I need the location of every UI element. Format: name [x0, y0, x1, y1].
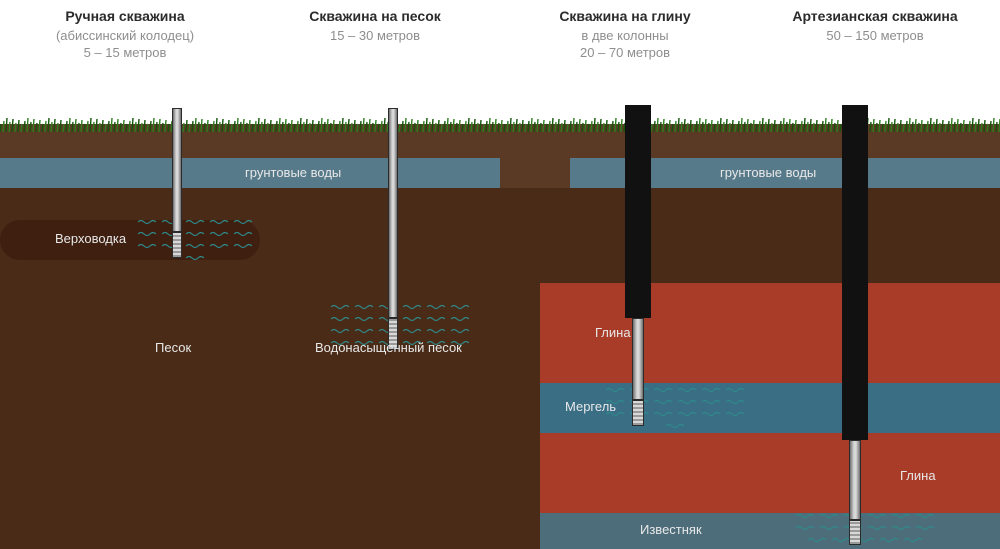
header-row: Ручная скважина (абиссинский колодец) 5 … — [0, 0, 1000, 110]
col-2-depth: 15 – 30 метров — [250, 28, 500, 43]
layer-label-1: грунтовые воды — [720, 165, 816, 180]
water-waves-2 — [605, 388, 745, 428]
well-clay-filter — [632, 400, 644, 426]
well-artesian-outer-casing — [842, 105, 868, 440]
col-4-depth: 50 – 150 метров — [750, 28, 1000, 43]
well-artesian-filter — [849, 520, 861, 545]
layer-label-6: Мергель — [565, 399, 616, 414]
col-1-depth: 5 – 15 метров — [0, 45, 250, 60]
well-sand-pipe — [388, 108, 398, 318]
layer-label-7: Глина — [900, 468, 936, 483]
col-2: Скважина на песок 15 – 30 метров — [250, 0, 500, 110]
layer-label-5: Глина — [595, 325, 631, 340]
well-clay-outer-casing — [625, 105, 651, 318]
well-artesian-pipe — [849, 440, 861, 520]
col-3-sub: в две колонны — [500, 28, 750, 43]
layer-label-3: Песок — [155, 340, 191, 355]
stratum-soil_gap — [500, 158, 570, 188]
water-waves-0 — [135, 220, 255, 260]
water-waves-3 — [790, 511, 940, 545]
layer-label-0: грунтовые воды — [245, 165, 341, 180]
col-3-title: Скважина на глину — [500, 8, 750, 24]
layer-label-2: Верховодка — [55, 231, 126, 246]
layer-label-4: Водонасыщенный песок — [315, 340, 462, 355]
col-4-title: Артезианская скважина — [750, 8, 1000, 24]
col-1: Ручная скважина (абиссинский колодец) 5 … — [0, 0, 250, 110]
col-3: Скважина на глину в две колонны 20 – 70 … — [500, 0, 750, 110]
well-types-diagram: Ручная скважина (абиссинский колодец) 5 … — [0, 0, 1000, 549]
layer-label-8: Известняк — [640, 522, 702, 537]
col-2-title: Скважина на песок — [250, 8, 500, 24]
col-4: Артезианская скважина 50 – 150 метров — [750, 0, 1000, 110]
well-manual-pipe — [172, 108, 182, 232]
col-3-depth: 20 – 70 метров — [500, 45, 750, 60]
col-1-sub: (абиссинский колодец) — [0, 28, 250, 43]
well-clay-pipe — [632, 318, 644, 400]
col-1-title: Ручная скважина — [0, 8, 250, 24]
well-manual-filter — [172, 232, 182, 258]
